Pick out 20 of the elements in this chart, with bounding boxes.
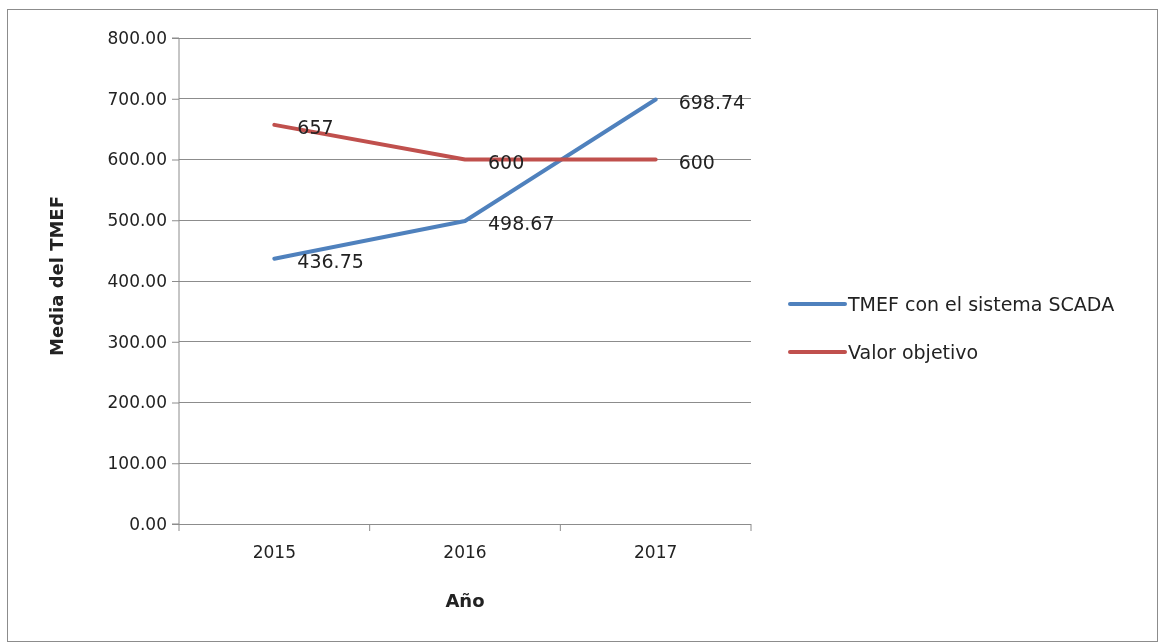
x-tick-label: 2017: [634, 542, 678, 562]
legend-label: TMEF con el sistema SCADA: [847, 293, 1115, 315]
y-tick-label: 300.00: [107, 331, 167, 352]
data-label: 498.67: [488, 212, 555, 235]
data-label: 600: [678, 150, 715, 173]
data-label: 436.75: [297, 249, 364, 272]
y-tick-label: 700.00: [107, 88, 167, 109]
y-tick-label: 100.00: [107, 453, 167, 474]
y-tick-label: 800.00: [107, 27, 167, 48]
x-tick-label: 2016: [443, 542, 487, 562]
x-tick-label: 2015: [252, 542, 296, 562]
y-tick-label: 600.00: [107, 149, 167, 170]
y-tick-label: 500.00: [107, 210, 167, 231]
y-tick-label: 0.00: [129, 513, 167, 534]
y-tick-label: 200.00: [107, 392, 167, 413]
data-label: 698.74: [678, 90, 746, 113]
x-axis-title: Año: [445, 590, 485, 611]
legend-label: Valor objetivo: [848, 341, 979, 363]
y-tick-label: 400.00: [107, 270, 167, 291]
y-axis-title: Media del TMEF: [46, 196, 67, 356]
